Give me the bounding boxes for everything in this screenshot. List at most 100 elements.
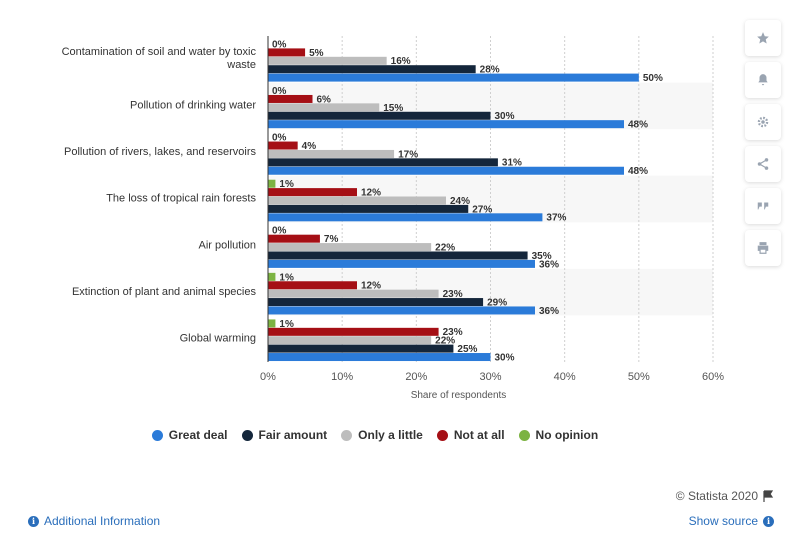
- data-label: 22%: [435, 242, 455, 253]
- print-button[interactable]: [745, 230, 781, 266]
- data-label: 30%: [495, 352, 515, 363]
- legend-marker: [151, 429, 163, 441]
- favorite-button[interactable]: [745, 20, 781, 56]
- data-label: 1%: [279, 319, 294, 330]
- data-label: 35%: [532, 251, 552, 262]
- legend-item[interactable]: Not at all: [436, 428, 505, 442]
- bar: [268, 289, 439, 298]
- data-label: 17%: [398, 149, 418, 160]
- bar: [268, 344, 454, 353]
- legend-item[interactable]: Great deal: [151, 428, 228, 442]
- data-label: 12%: [361, 281, 381, 292]
- share-button[interactable]: [745, 146, 781, 182]
- bar: [268, 259, 535, 268]
- data-label: 1%: [279, 272, 294, 283]
- category-label: The loss of tropical rain forests: [106, 193, 256, 205]
- bar: [268, 103, 380, 112]
- data-label: 24%: [450, 196, 470, 207]
- bar: [268, 353, 491, 362]
- bar: [268, 336, 432, 345]
- share-icon: [757, 158, 769, 170]
- show-source-label: Show source: [688, 514, 758, 528]
- bell-icon: [758, 74, 768, 86]
- bar: [268, 213, 543, 222]
- data-label: 29%: [487, 297, 507, 308]
- x-tick-label: 40%: [554, 371, 576, 383]
- legend-label: Only a little: [358, 428, 423, 442]
- flag-icon: [763, 490, 774, 502]
- category-label: Pollution of drinking water: [130, 100, 256, 112]
- data-label: 16%: [391, 56, 411, 67]
- bar: [268, 272, 276, 281]
- x-tick-label: 60%: [702, 371, 724, 383]
- x-tick-label: 0%: [260, 371, 276, 383]
- data-label: 30%: [495, 111, 515, 122]
- x-tick-label: 10%: [331, 371, 353, 383]
- data-label: 36%: [539, 306, 559, 317]
- bar: [268, 298, 484, 307]
- data-label: 6%: [317, 94, 332, 105]
- star-icon: [757, 32, 769, 44]
- legend-label: Fair amount: [258, 428, 328, 442]
- legend-item[interactable]: Fair amount: [241, 428, 328, 442]
- data-label: 0%: [272, 133, 287, 144]
- category-label: waste: [226, 59, 256, 71]
- additional-information-label: Additional Information: [44, 514, 161, 528]
- data-label: 0%: [272, 226, 287, 237]
- data-label: 7%: [324, 234, 339, 245]
- legend-item[interactable]: No opinion: [518, 428, 598, 442]
- bar: [268, 48, 306, 57]
- side-toolbar: [745, 20, 781, 272]
- settings-button[interactable]: [745, 104, 781, 140]
- category-label: Global warming: [180, 332, 256, 344]
- x-tick-label: 50%: [628, 371, 650, 383]
- bar: [268, 166, 624, 175]
- category-label: Air pollution: [199, 239, 256, 251]
- legend-item[interactable]: Only a little: [341, 428, 423, 442]
- bar: [268, 141, 298, 150]
- legend-marker: [436, 429, 448, 441]
- legend: Great deal Fair amount Only a little Not at…: [0, 428, 750, 442]
- copyright-text: © Statista 2020: [675, 489, 758, 503]
- bar: [268, 120, 624, 129]
- legend-marker: [341, 429, 353, 441]
- data-label: 31%: [502, 158, 522, 169]
- legend-marker: [241, 429, 253, 441]
- data-label: 0%: [272, 39, 287, 50]
- bar-chart: 0% 10% 20% 30% 40% 50% 60% Share of respondents…: [62, 36, 724, 401]
- notification-button[interactable]: [745, 62, 781, 98]
- data-label: 28%: [480, 65, 500, 76]
- show-source-link[interactable]: Show source i: [689, 514, 774, 528]
- bar: [268, 281, 357, 290]
- bar: [268, 251, 528, 260]
- data-label: 23%: [443, 289, 463, 300]
- data-label: 27%: [472, 204, 492, 215]
- additional-information-link[interactable]: i Additional Information: [28, 514, 160, 528]
- data-label: 0%: [272, 86, 287, 97]
- bar: [268, 73, 639, 82]
- data-label: 4%: [302, 141, 317, 152]
- legend-label: Not at all: [453, 428, 505, 442]
- data-label: 23%: [443, 327, 463, 338]
- data-label: 50%: [643, 73, 663, 84]
- bar: [268, 94, 313, 103]
- bar: [268, 204, 469, 213]
- x-tick-label: 20%: [405, 371, 427, 383]
- bar: [268, 306, 535, 315]
- category-label: Pollution of rivers, lakes, and reservoi…: [64, 146, 256, 158]
- bar: [268, 149, 395, 158]
- bar: [268, 158, 498, 167]
- cite-button[interactable]: [745, 188, 781, 224]
- legend-label: Great deal: [168, 428, 228, 442]
- data-label: 25%: [457, 344, 477, 355]
- data-label: 48%: [628, 120, 648, 131]
- bar: [268, 319, 276, 328]
- data-label: 48%: [628, 166, 648, 177]
- bar: [268, 188, 357, 197]
- data-label: 22%: [435, 336, 455, 347]
- bar: [268, 111, 491, 120]
- data-label: 12%: [361, 188, 381, 199]
- legend-marker: [518, 429, 530, 441]
- category-label: Extinction of plant and animal species: [72, 286, 257, 298]
